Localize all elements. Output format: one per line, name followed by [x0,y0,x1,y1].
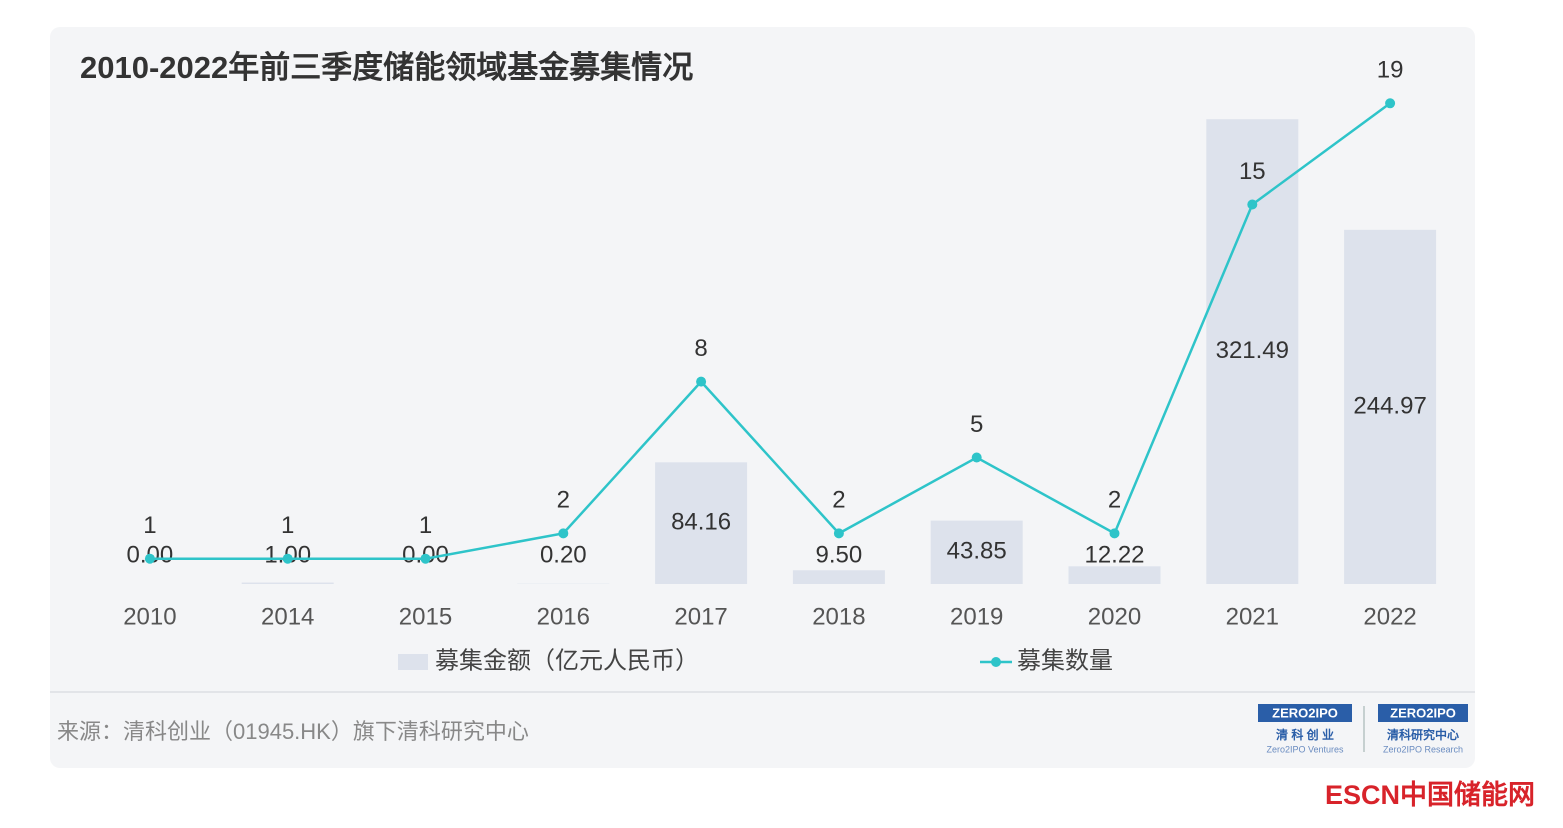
line-value-label: 5 [970,411,983,438]
line-value-label: 15 [1239,158,1266,185]
bar-value-label: 12.22 [1084,541,1144,568]
line-point [696,376,707,387]
line-point [558,528,569,539]
bar [1068,566,1161,584]
line-point [1385,98,1396,109]
bar [655,462,748,584]
line-value-label: 1 [143,512,156,539]
line-value-label: 2 [1108,487,1121,514]
legend-swatch [398,654,428,670]
watermark: ESCN中国储能网 [1325,779,1535,810]
line-point [1247,199,1258,210]
bar [930,520,1023,584]
line-value-label: 8 [694,335,707,362]
bar [241,582,334,584]
line-point [282,553,293,564]
x-tick-label: 2018 [812,603,865,630]
bar [792,570,885,584]
line-value-label: 1 [419,512,432,539]
source: 来源：清科创业（01945.HK）旗下清科研究中心 [57,719,529,744]
bar-value-label: 84.16 [671,509,731,536]
logo-badge [1378,704,1468,722]
line-point [420,553,431,564]
logo-name: 清 科 创 业 [1276,727,1334,742]
legend-label: 募集数量 [1017,647,1113,674]
bar [1344,229,1437,584]
bar-value-label: 0.20 [540,541,587,568]
x-tick-label: 2021 [1226,603,1279,630]
line-value-label: 19 [1377,57,1404,84]
logo-name: 清科研究中心 [1387,727,1459,742]
legend-swatch [991,657,1001,667]
line-value-label: 1 [281,512,294,539]
logo-sub: Zero2IPO Research [1383,744,1463,754]
line-value-label: 2 [557,487,570,514]
bar-value-label: 321.49 [1216,337,1289,364]
x-tick-label: 2022 [1363,603,1416,630]
x-tick-label: 2016 [537,603,590,630]
bar-value-label: 43.85 [947,538,1007,565]
x-tick-label: 2017 [674,603,727,630]
chart-title: 2010-2022年前三季度储能领域基金募集情况 [80,50,693,85]
logo-badge [1258,704,1352,722]
bar [1206,119,1299,584]
line-point [833,528,844,539]
x-tick-label: 2019 [950,603,1003,630]
line-point [1109,528,1120,539]
logo-sub: Zero2IPO Ventures [1266,744,1344,754]
line-point [971,452,982,463]
x-tick-label: 2014 [261,603,314,630]
bar-value-label: 244.97 [1353,392,1426,419]
x-tick-label: 2015 [399,603,452,630]
bar-value-label: 9.50 [816,541,863,568]
logo: ZERO2IPO 清 科 创 业 Zero2IPO Ventures ZERO2… [1258,704,1468,754]
logo-brand: ZERO2IPO [1390,705,1456,720]
logo-brand: ZERO2IPO [1272,705,1338,720]
legend-label: 募集金额（亿元人民币） [435,647,699,674]
line [149,102,1391,560]
line-point [144,553,155,564]
line-value-label: 2 [832,487,845,514]
x-tick-label: 2010 [123,603,176,630]
x-tick-label: 2020 [1088,603,1141,630]
